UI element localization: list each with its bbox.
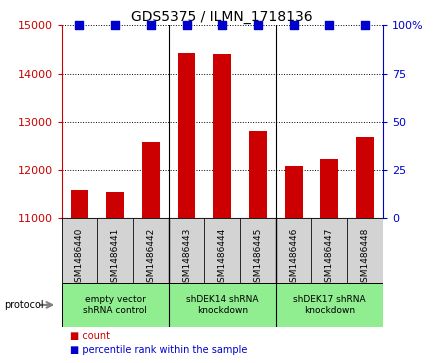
Bar	[62, 283, 169, 327]
Bar	[204, 218, 240, 283]
Text: GSM1486448: GSM1486448	[360, 228, 370, 288]
Bar	[169, 218, 204, 283]
Text: protocol: protocol	[4, 300, 44, 310]
Bar	[276, 218, 312, 283]
Point	[254, 23, 261, 28]
Bar	[70, 190, 88, 218]
Bar	[106, 192, 124, 218]
Text: empty vector
shRNA control: empty vector shRNA control	[83, 295, 147, 315]
Text: shDEK17 shRNA
knockdown: shDEK17 shRNA knockdown	[293, 295, 366, 315]
Bar	[133, 218, 169, 283]
Text: GSM1486444: GSM1486444	[218, 228, 227, 288]
Bar	[178, 53, 195, 218]
Text: GSM1486441: GSM1486441	[110, 228, 120, 288]
Point	[112, 23, 119, 28]
Point	[361, 23, 368, 28]
Bar	[285, 166, 303, 218]
Bar	[249, 131, 267, 218]
Point	[147, 23, 154, 28]
Text: GSM1486446: GSM1486446	[289, 228, 298, 288]
Text: GSM1486443: GSM1486443	[182, 228, 191, 288]
Text: GSM1486442: GSM1486442	[147, 228, 155, 288]
Text: GSM1486440: GSM1486440	[75, 228, 84, 288]
Bar	[213, 54, 231, 218]
Bar	[347, 218, 383, 283]
Bar	[169, 283, 276, 327]
Point	[290, 23, 297, 28]
Title: GDS5375 / ILMN_1718136: GDS5375 / ILMN_1718136	[132, 11, 313, 24]
Point	[219, 23, 226, 28]
Bar	[240, 218, 276, 283]
Text: shDEK14 shRNA
knockdown: shDEK14 shRNA knockdown	[186, 295, 258, 315]
Bar	[312, 218, 347, 283]
Point	[76, 23, 83, 28]
Bar	[97, 218, 133, 283]
Text: GSM1486445: GSM1486445	[253, 228, 262, 288]
Bar	[276, 283, 383, 327]
Point	[183, 23, 190, 28]
Bar	[62, 218, 97, 283]
Text: ■ count: ■ count	[70, 331, 110, 341]
Bar	[320, 159, 338, 218]
Text: ■ percentile rank within the sample: ■ percentile rank within the sample	[70, 345, 248, 355]
Point	[326, 23, 333, 28]
Bar	[142, 142, 160, 218]
Text: GSM1486447: GSM1486447	[325, 228, 334, 288]
Bar	[356, 137, 374, 218]
